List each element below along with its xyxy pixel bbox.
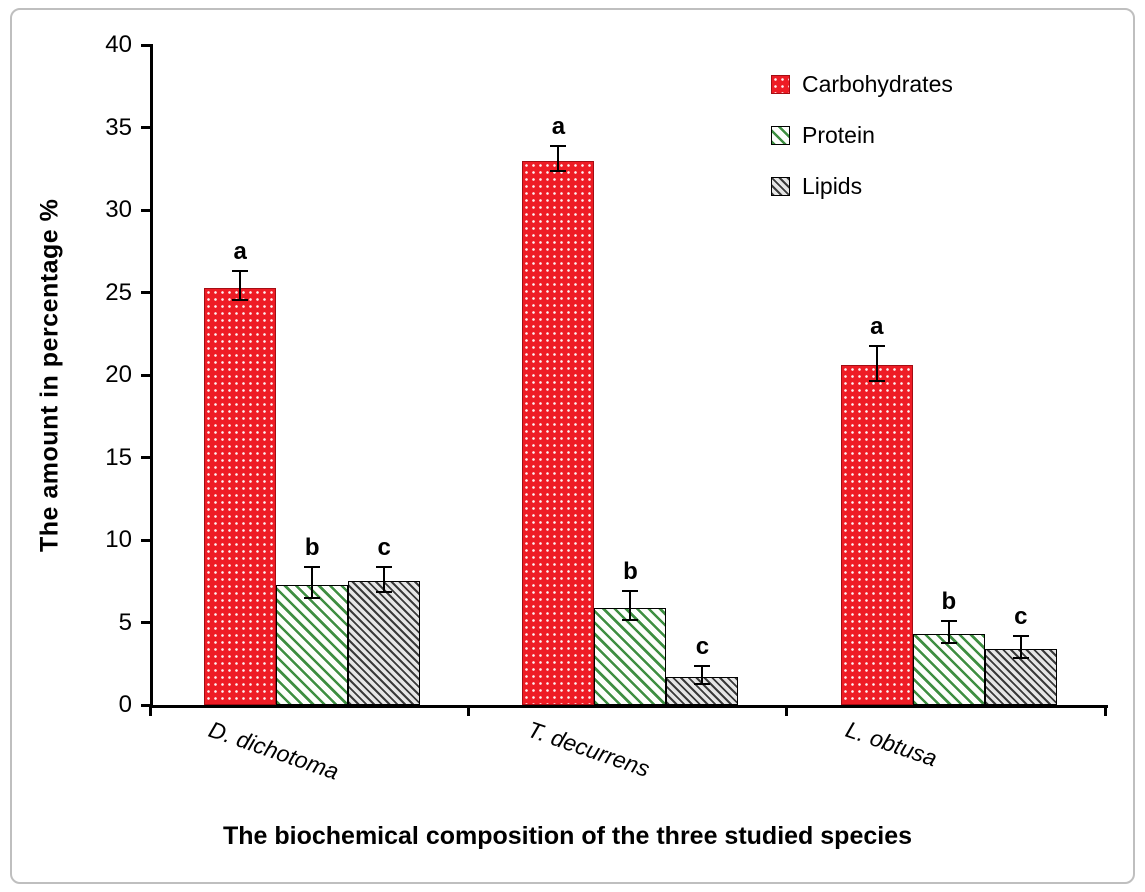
y-tick-mark bbox=[141, 373, 153, 377]
y-tick-label: 15 bbox=[105, 443, 132, 471]
bar-slot: b bbox=[276, 45, 349, 705]
legend-swatch bbox=[771, 126, 790, 145]
error-bar bbox=[940, 620, 957, 644]
y-tick-label: 35 bbox=[105, 113, 132, 141]
error-bar-stem bbox=[311, 567, 314, 598]
bar-slot: b bbox=[594, 45, 667, 705]
y-tick-label: 0 bbox=[118, 691, 132, 718]
x-tick-mark bbox=[466, 705, 470, 716]
y-tick-label: 20 bbox=[105, 361, 132, 388]
bar-protein bbox=[594, 607, 667, 705]
legend: Carbohydrates Protein Lipids bbox=[771, 73, 953, 198]
legend-label: Carbohydrates bbox=[802, 71, 953, 97]
error-bar-stem bbox=[629, 592, 632, 619]
significance-letter: b bbox=[304, 533, 320, 561]
y-tick-mark bbox=[141, 456, 153, 459]
bar-slot: a bbox=[522, 45, 595, 705]
legend-item: Carbohydrates bbox=[771, 73, 953, 96]
plot-area: a b c a b c a b c Carbohydrates Protein Lipids bbox=[141, 43, 1108, 708]
error-bar bbox=[622, 590, 639, 621]
bar-slot: a bbox=[204, 45, 277, 705]
bar-carbohydrates bbox=[204, 287, 277, 705]
error-bar-stem bbox=[947, 622, 950, 642]
bar-carbohydrates bbox=[840, 365, 913, 705]
bar-carbohydrates bbox=[522, 160, 595, 705]
bar-slot: c bbox=[666, 45, 739, 705]
bar-slot: c bbox=[984, 45, 1057, 705]
legend-item: Protein bbox=[771, 124, 953, 147]
significance-letter: a bbox=[870, 312, 884, 340]
bar-protein bbox=[276, 584, 349, 705]
error-bar bbox=[694, 664, 711, 686]
x-axis-title: The biochemical composition of the three… bbox=[222, 822, 913, 850]
significance-letter: b bbox=[941, 588, 957, 616]
error-bar bbox=[304, 565, 321, 600]
bar-groups: a b c a b c a b c bbox=[153, 45, 1108, 705]
legend-swatch bbox=[771, 75, 790, 94]
legend-label: Protein bbox=[802, 122, 875, 148]
y-tick-mark bbox=[141, 538, 153, 542]
y-tick-mark bbox=[141, 43, 153, 47]
error-bar-stem bbox=[557, 146, 560, 171]
significance-letter: c bbox=[695, 632, 710, 660]
bar-group: a b c bbox=[153, 45, 471, 705]
error-bar bbox=[232, 270, 249, 301]
y-tick-label: 25 bbox=[105, 278, 132, 306]
bar-slot: a bbox=[840, 45, 913, 705]
error-bar-stem bbox=[1019, 637, 1022, 657]
significance-letter: a bbox=[233, 238, 247, 266]
error-bar bbox=[868, 344, 885, 382]
bar-group: a b c bbox=[790, 45, 1108, 705]
legend-item: Lipids bbox=[771, 175, 953, 198]
error-bar-stem bbox=[701, 666, 704, 684]
x-tick-mark bbox=[1103, 705, 1107, 716]
legend-label: Lipids bbox=[802, 173, 863, 199]
y-tick-mark bbox=[141, 703, 153, 707]
y-axis-title: The amount in percentage % bbox=[35, 198, 64, 552]
bar-lipids bbox=[348, 581, 421, 705]
y-tick-mark bbox=[141, 208, 153, 212]
bar-group: a b c bbox=[471, 45, 789, 705]
bar-slot: c bbox=[348, 45, 421, 705]
error-bar bbox=[1012, 635, 1029, 659]
bar-slot: b bbox=[912, 45, 985, 705]
y-tick-label: 5 bbox=[118, 608, 132, 636]
y-tick-mark bbox=[141, 621, 153, 624]
y-tick-mark bbox=[141, 291, 153, 294]
significance-letter: b bbox=[623, 558, 638, 586]
error-bar bbox=[550, 144, 567, 173]
significance-letter: a bbox=[551, 112, 566, 140]
x-tick-mark bbox=[148, 705, 152, 716]
y-tick-label: 10 bbox=[105, 526, 132, 553]
y-tick-mark bbox=[141, 126, 153, 129]
significance-letter: c bbox=[377, 533, 391, 561]
significance-letter: c bbox=[1014, 603, 1028, 630]
error-bar bbox=[376, 565, 393, 593]
bar-protein bbox=[912, 634, 985, 705]
error-bar-stem bbox=[239, 272, 242, 299]
error-bar-stem bbox=[383, 567, 386, 591]
error-bar-stem bbox=[875, 346, 878, 380]
legend-swatch bbox=[771, 177, 790, 196]
y-tick-label: 30 bbox=[105, 196, 132, 223]
x-tick-mark bbox=[785, 705, 789, 716]
y-tick-label: 40 bbox=[105, 31, 132, 58]
